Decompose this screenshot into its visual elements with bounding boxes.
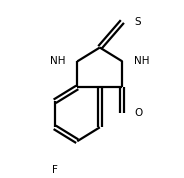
Text: O: O [135, 108, 143, 118]
Text: S: S [135, 17, 141, 27]
Text: NH: NH [135, 56, 150, 66]
Text: NH: NH [50, 56, 65, 66]
Text: F: F [52, 166, 58, 176]
